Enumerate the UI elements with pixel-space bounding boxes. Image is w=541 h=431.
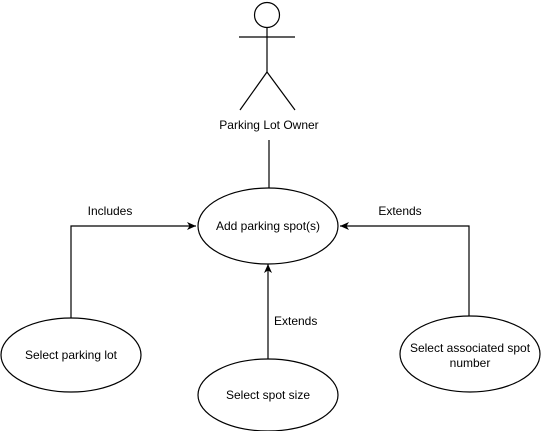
actor-figure[interactable] xyxy=(239,1,296,111)
use-case-add-parking-spots-label: Add parking spot(s) xyxy=(216,219,320,233)
use-case-add-parking-spots[interactable]: Add parking spot(s) xyxy=(197,187,339,265)
use-case-select-spot-size[interactable]: Select spot size xyxy=(197,358,339,431)
use-case-select-parking-lot[interactable]: Select parking lot xyxy=(0,317,142,393)
actor-left-leg xyxy=(239,71,268,111)
actor-head xyxy=(253,1,281,29)
use-case-select-parking-lot-label: Select parking lot xyxy=(25,348,118,362)
use-case-select-associated-spot-number-shape xyxy=(399,315,541,393)
includes-connector[interactable] xyxy=(70,222,196,318)
use-case-select-associated-spot-number-label-line1: Select associated spot xyxy=(410,341,531,355)
use-case-select-spot-size-label: Select spot size xyxy=(226,388,310,402)
use-case-select-parking-lot-shape xyxy=(0,317,142,393)
extends-spot-size-label: Extends xyxy=(274,314,317,328)
extends-spot-number-connector[interactable] xyxy=(340,222,470,316)
actor-label: Parking Lot Owner xyxy=(219,118,318,132)
extends-spot-number-label: Extends xyxy=(378,204,421,218)
actor-right-leg xyxy=(266,71,296,111)
use-case-select-associated-spot-number[interactable]: Select associated spot number xyxy=(399,315,541,393)
use-case-select-spot-size-shape xyxy=(197,358,339,431)
includes-label: Includes xyxy=(88,204,133,218)
use-case-select-associated-spot-number-label-line2: number xyxy=(450,356,491,370)
